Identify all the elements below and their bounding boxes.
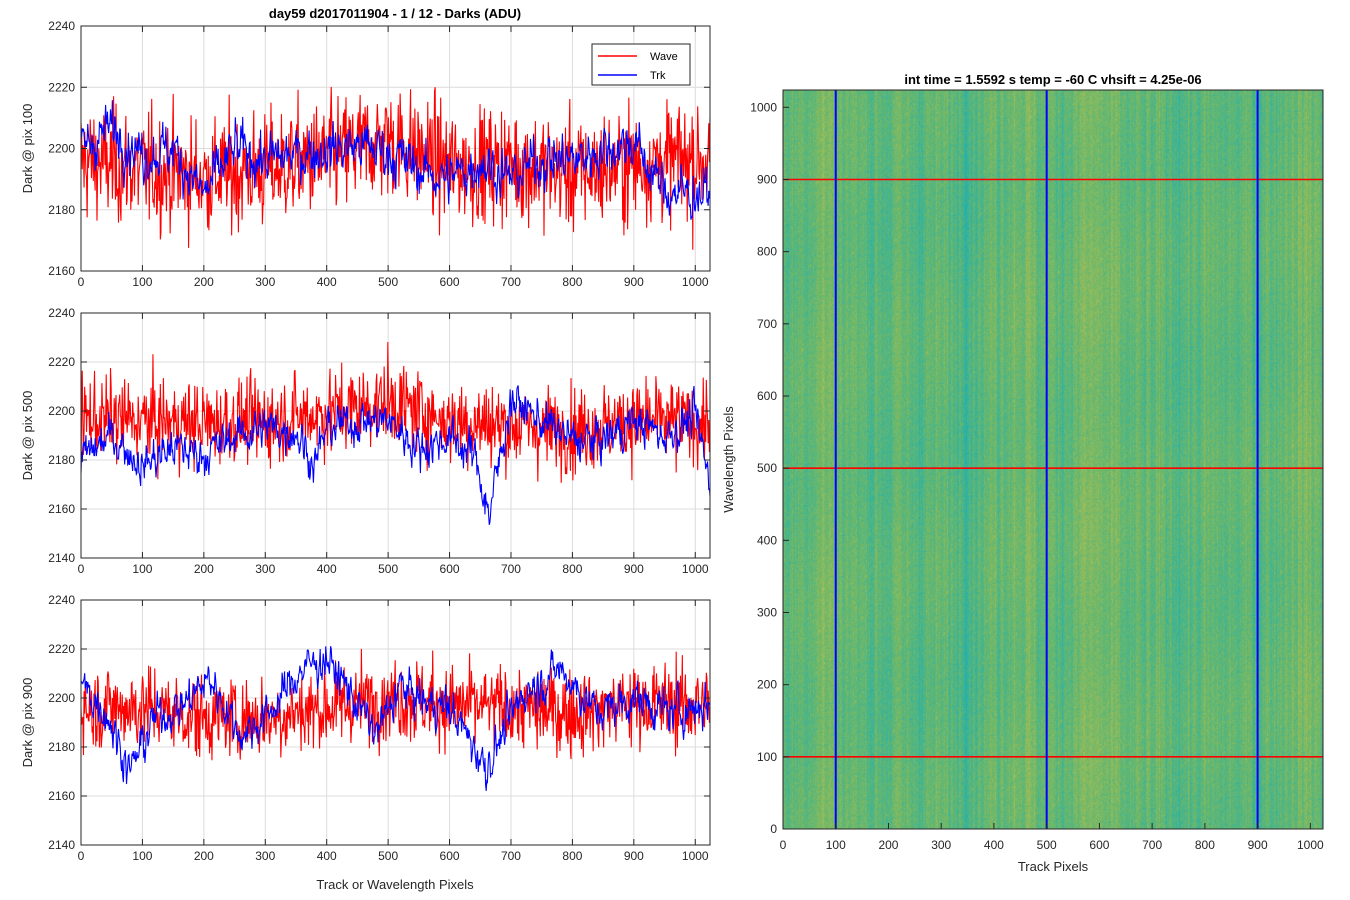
x-tick-label: 600 bbox=[440, 849, 460, 863]
x-tick-label: 300 bbox=[931, 838, 951, 852]
x-tick-label: 1000 bbox=[682, 849, 709, 863]
y-tick-label: 2220 bbox=[48, 80, 75, 94]
x-tick-label: 100 bbox=[132, 849, 152, 863]
y-tick-label: 300 bbox=[757, 605, 777, 619]
y-tick-label: 2240 bbox=[48, 19, 75, 33]
x-tick-label: 1000 bbox=[682, 562, 709, 576]
y-tick-label: 100 bbox=[757, 750, 777, 764]
axes-frame bbox=[782, 89, 1324, 830]
y-tick-label: 2240 bbox=[48, 306, 75, 320]
heatmap-panel: int time = 1.5592 s temp = -60 C vhsift … bbox=[721, 72, 1324, 852]
legend-label: Wave bbox=[650, 51, 678, 63]
series-line-trk bbox=[81, 100, 710, 220]
y-tick-label: 600 bbox=[757, 389, 777, 403]
y-tick-label: 2140 bbox=[48, 551, 75, 565]
x-tick-label: 400 bbox=[317, 849, 337, 863]
y-tick-label: 2160 bbox=[48, 789, 75, 803]
legend-label: Trk bbox=[650, 70, 666, 82]
x-tick-label: 1000 bbox=[1297, 838, 1324, 852]
bottom-x-label: Track or Wavelength Pixels bbox=[316, 877, 474, 892]
y-tick-label: 200 bbox=[757, 678, 777, 692]
x-tick-label: 600 bbox=[440, 562, 460, 576]
series-line-trk bbox=[81, 646, 710, 791]
heatmap-x-label: Track Pixels bbox=[1018, 859, 1089, 874]
x-tick-label: 100 bbox=[132, 275, 152, 289]
x-tick-label: 300 bbox=[255, 275, 275, 289]
y-tick-label: 400 bbox=[757, 533, 777, 547]
x-tick-label: 700 bbox=[1142, 838, 1162, 852]
y-tick-label: 700 bbox=[757, 317, 777, 331]
y-tick-label: 500 bbox=[757, 461, 777, 475]
y-tick-label: 2180 bbox=[48, 203, 75, 217]
heatmap-canvas bbox=[783, 90, 1323, 829]
series-line-wave bbox=[81, 86, 710, 250]
x-tick-label: 500 bbox=[378, 849, 398, 863]
x-tick-label: 700 bbox=[501, 849, 521, 863]
x-tick-label: 800 bbox=[1195, 838, 1215, 852]
x-tick-label: 100 bbox=[826, 838, 846, 852]
axes-frame bbox=[80, 312, 711, 559]
y-tick-label: 900 bbox=[757, 172, 777, 186]
y-tick-label: 2180 bbox=[48, 453, 75, 467]
x-tick-label: 0 bbox=[780, 838, 787, 852]
y-tick-label: 2160 bbox=[48, 264, 75, 278]
x-tick-label: 200 bbox=[194, 849, 214, 863]
y-axis-label: Dark @ pix 100 bbox=[20, 104, 35, 194]
x-tick-label: 800 bbox=[562, 562, 582, 576]
x-tick-label: 900 bbox=[1248, 838, 1268, 852]
plot-area bbox=[81, 600, 710, 845]
y-axis-label: Dark @ pix 500 bbox=[20, 391, 35, 481]
x-tick-label: 300 bbox=[255, 849, 275, 863]
y-axis-label: Wavelength Pixels bbox=[721, 406, 736, 513]
y-tick-label: 800 bbox=[757, 245, 777, 259]
figure-title: day59 d2017011904 - 1 / 12 - Darks (ADU) bbox=[269, 6, 521, 21]
x-tick-label: 500 bbox=[1037, 838, 1057, 852]
x-tick-label: 800 bbox=[562, 275, 582, 289]
y-tick-label: 0 bbox=[770, 822, 777, 836]
x-tick-label: 1000 bbox=[682, 275, 709, 289]
x-tick-label: 900 bbox=[624, 849, 644, 863]
x-tick-label: 600 bbox=[1089, 838, 1109, 852]
series-line-wave bbox=[81, 342, 710, 483]
legend-box bbox=[591, 43, 691, 86]
y-tick-label: 2240 bbox=[48, 593, 75, 607]
plot-pix500: 0 100 200 300 400 500 600 700 800 900 1000 2140 2160… bbox=[20, 306, 711, 576]
axes-frame bbox=[80, 599, 711, 846]
y-tick-label: 1000 bbox=[750, 100, 777, 114]
y-tick-label: 2140 bbox=[48, 838, 75, 852]
x-tick-label: 900 bbox=[624, 275, 644, 289]
x-tick-label: 500 bbox=[378, 562, 398, 576]
x-tick-label: 0 bbox=[78, 849, 85, 863]
y-axis-label: Dark @ pix 900 bbox=[20, 678, 35, 768]
x-tick-label: 400 bbox=[317, 275, 337, 289]
x-tick-label: 400 bbox=[317, 562, 337, 576]
x-tick-label: 0 bbox=[78, 562, 85, 576]
x-tick-label: 700 bbox=[501, 562, 521, 576]
x-tick-label: 200 bbox=[878, 838, 898, 852]
y-tick-label: 2220 bbox=[48, 355, 75, 369]
y-tick-label: 2160 bbox=[48, 502, 75, 516]
x-tick-label: 200 bbox=[194, 275, 214, 289]
y-tick-label: 2200 bbox=[48, 691, 75, 705]
y-tick-label: 2200 bbox=[48, 142, 75, 156]
y-tick-label: 2200 bbox=[48, 404, 75, 418]
x-tick-label: 100 bbox=[132, 562, 152, 576]
x-tick-label: 600 bbox=[440, 275, 460, 289]
heatmap-image bbox=[783, 90, 1323, 829]
plot-pix900: 0 100 200 300 400 500 600 700 800 900 1000 2140 2160… bbox=[20, 593, 711, 863]
series-line-trk bbox=[81, 385, 710, 525]
x-tick-label: 300 bbox=[255, 562, 275, 576]
y-tick-label: 2220 bbox=[48, 642, 75, 656]
x-tick-label: 800 bbox=[562, 849, 582, 863]
x-tick-label: 200 bbox=[194, 562, 214, 576]
x-tick-label: 700 bbox=[501, 275, 521, 289]
y-tick-label: 2180 bbox=[48, 740, 75, 754]
x-tick-label: 400 bbox=[984, 838, 1004, 852]
x-tick-label: 500 bbox=[378, 275, 398, 289]
x-tick-label: 0 bbox=[78, 275, 85, 289]
plot-pix100: 0 100 200 300 400 500 600 700 800 900 1000 2160 2180… bbox=[20, 19, 711, 289]
heatmap-title: int time = 1.5592 s temp = -60 C vhsift … bbox=[904, 72, 1201, 87]
x-tick-label: 900 bbox=[624, 562, 644, 576]
